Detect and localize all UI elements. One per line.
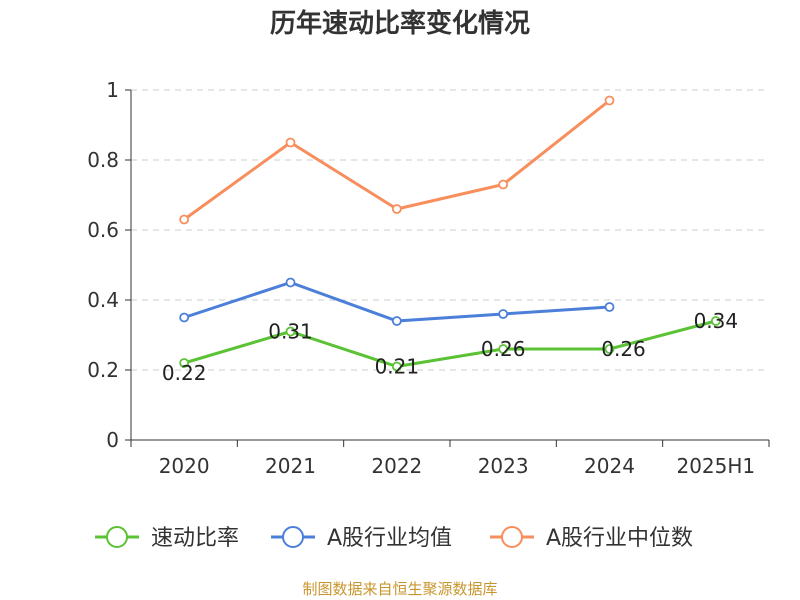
point-s0-2023 xyxy=(498,344,509,354)
legend-label-0: 速动比率 xyxy=(151,526,239,551)
point-s0-2020 xyxy=(179,358,190,368)
series-line-1 xyxy=(183,281,610,323)
legend-marker-0 xyxy=(106,526,128,548)
point-s0-2024 xyxy=(604,344,615,354)
source-note: 制图数据来自恒生聚源数据库 xyxy=(302,580,497,598)
data-label-2023: 0.26 xyxy=(481,337,526,361)
legend-item-2[interactable]: A股行业中位数 xyxy=(490,526,693,551)
chart-title: 历年速动比率变化情况 xyxy=(270,8,530,39)
x-tick-label-2025H1: 2025H1 xyxy=(676,454,755,478)
point-s0-2022 xyxy=(391,361,402,372)
point-s1-2020 xyxy=(179,312,190,323)
x-tick-label-2020: 2020 xyxy=(159,454,210,478)
data-label-2024: 0.26 xyxy=(601,337,646,361)
point-s2-2020 xyxy=(179,214,190,225)
x-tick-label-2024: 2024 xyxy=(584,454,635,478)
data-label-2025H1: 0.34 xyxy=(694,309,739,333)
data-label-2020: 0.22 xyxy=(162,361,207,385)
legend-item-0[interactable]: 速动比率 xyxy=(95,526,239,551)
legend-marker-2 xyxy=(501,526,523,548)
point-s1-2024 xyxy=(604,302,615,312)
axes: 0 0.2 0.4 0.6 0.8 1 2020 2021 2022 2023 2024 2025H1 xyxy=(87,78,770,478)
point-s1-2023 xyxy=(498,309,509,319)
point-s0-2021 xyxy=(285,326,296,337)
y-tick-label-5: 1 xyxy=(106,78,119,102)
data-label-2022: 0.21 xyxy=(375,355,420,379)
legend-label-1: A股行业均值 xyxy=(327,526,452,551)
y-tick-label-1: 0.2 xyxy=(87,358,119,382)
y-tick-label-2: 0.4 xyxy=(87,288,119,312)
x-tick-label-2023: 2023 xyxy=(478,454,529,478)
point-s1-2022 xyxy=(391,316,402,326)
point-s2-2021 xyxy=(285,137,296,148)
y-tick-label-0: 0 xyxy=(106,428,119,452)
legend-marker-1 xyxy=(282,526,304,548)
point-s1-2021 xyxy=(285,277,296,288)
legend[interactable]: 速动比率 A股行业均值 A股行业中位数 xyxy=(95,526,693,551)
point-s2-2022 xyxy=(391,204,402,214)
point-s2-2024 xyxy=(604,95,615,106)
point-s0-2025H1 xyxy=(710,316,721,326)
y-tick-label-4: 0.8 xyxy=(87,148,119,172)
data-labels: 0.22 0.31 0.21 0.26 0.26 0.34 xyxy=(162,309,738,385)
x-tick-label-2022: 2022 xyxy=(371,454,422,478)
x-tick-label-2021: 2021 xyxy=(265,454,316,478)
legend-label-2: A股行业中位数 xyxy=(546,526,693,551)
legend-item-1[interactable]: A股行业均值 xyxy=(271,526,452,551)
grid xyxy=(131,89,769,371)
series-line-0 xyxy=(183,319,717,368)
y-tick-label-3: 0.6 xyxy=(87,218,119,242)
data-label-2021: 0.31 xyxy=(268,320,313,344)
series-layer xyxy=(179,95,721,372)
point-s2-2023 xyxy=(498,179,509,190)
